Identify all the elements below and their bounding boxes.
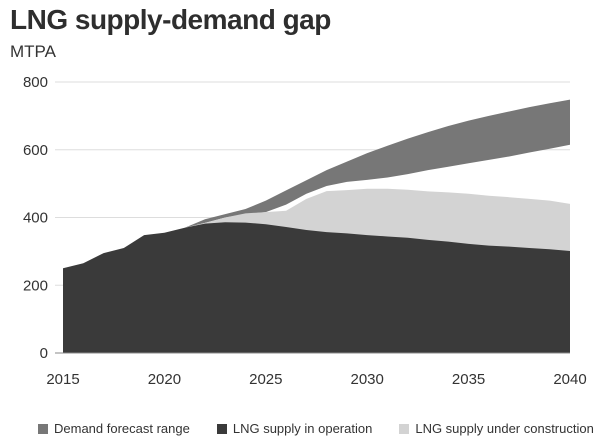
y-tick-label-0: 0 (40, 345, 48, 362)
y-tick-label-400: 400 (23, 210, 48, 227)
legend-label-demand: Demand forecast range (54, 421, 190, 436)
legend-item-supply-under-construction: LNG supply under construction (399, 421, 594, 436)
x-tick-label-2030: 2030 (351, 371, 384, 388)
area-supply-in-operation (63, 222, 570, 353)
legend-label-construction: LNG supply under construction (415, 421, 594, 436)
y-tick-label-800: 800 (23, 74, 48, 91)
data-areas (63, 99, 570, 353)
chart-title: LNG supply-demand gap (10, 4, 331, 35)
legend-item-demand-forecast-range: Demand forecast range (38, 421, 190, 436)
y-tick-label-200: 200 (23, 277, 48, 294)
x-tick-label-2040: 2040 (553, 371, 586, 388)
legend-swatch-operation (216, 423, 227, 434)
y-axis-unit-label: MTPA (10, 42, 56, 61)
legend-item-supply-in-operation: LNG supply in operation (216, 421, 373, 436)
x-tick-label-2035: 2035 (452, 371, 485, 388)
tick-labels: 0 200 400 600 800 2015 2020 2025 2030 2035 2040 (23, 74, 587, 388)
x-tick-label-2020: 2020 (148, 371, 181, 388)
legend-label-operation: LNG supply in operation (232, 421, 373, 436)
legend-swatch-demand (38, 423, 48, 434)
chart-legend: Demand forecast range LNG supply in oper… (38, 421, 594, 436)
legend-swatch-construction (399, 423, 410, 434)
area-demand-forecast-range (184, 99, 570, 228)
x-tick-label-2015: 2015 (46, 371, 79, 388)
y-tick-label-600: 600 (23, 142, 48, 159)
x-tick-label-2025: 2025 (249, 371, 282, 388)
